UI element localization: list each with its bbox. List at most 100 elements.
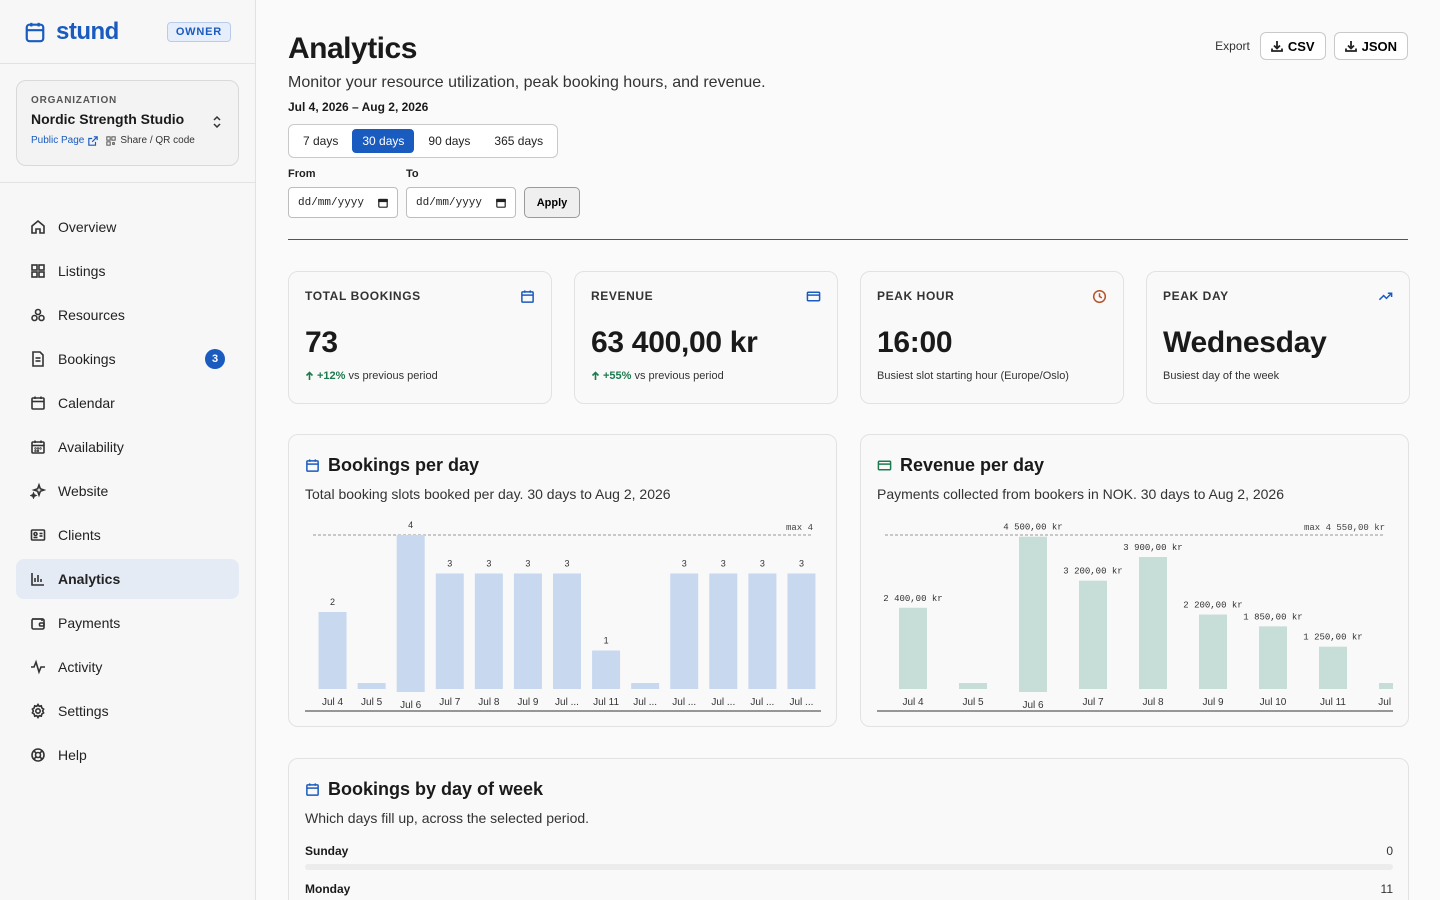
x-tick-label: Jul 1... [1378,697,1393,708]
brand-name[interactable]: stund [56,17,119,45]
external-link-icon [88,135,99,146]
dow-row-sunday: Sunday 0 [305,844,1393,870]
sidebar-item-website[interactable]: Website [16,471,239,511]
x-tick-label: Jul 11 [593,697,619,708]
calendar-icon [31,396,45,410]
range-selector: 7 days 30 days 90 days 365 days [288,124,559,158]
sidebar-item-label: Resources [58,307,125,323]
org-switcher[interactable]: ORGANIZATION Nordic Strength Studio Publ… [16,80,239,166]
bar-value-label: 1 850,00 kr [1243,612,1302,622]
range-90-days[interactable]: 90 days [428,134,471,148]
document-icon [32,351,44,367]
export-csv-button[interactable]: CSV [1259,32,1326,60]
sidebar-item-clients[interactable]: Clients [16,515,239,555]
apply-button[interactable]: Apply [524,187,580,218]
from-date-input[interactable]: dd/mm/yyyy [288,187,398,218]
x-tick-label: Jul 4 [322,697,344,708]
sidebar-item-settings[interactable]: Settings [16,691,239,731]
dow-bar-track [305,864,1393,870]
sidebar-item-label: Payments [58,615,121,631]
sidebar-item-label: Clients [58,527,101,543]
bar [357,683,386,689]
bar [748,573,777,689]
resources-icon [31,308,45,322]
sparkle-icon [30,483,46,499]
bar [670,573,699,689]
revenue-per-day-card: Revenue per day Payments collected from … [860,434,1409,727]
x-tick-label: Jul 11 [1320,697,1346,708]
date-range: Jul 4, 2026 – Aug 2, 2026 [288,100,429,114]
bar [318,612,347,689]
x-tick-label: Jul 6 [400,700,422,711]
bookings-by-dow-card: Bookings by day of week Which days fill … [288,758,1409,900]
stat-value: 63 400,00 kr [591,326,758,359]
x-tick-label: Jul 7 [1082,697,1104,708]
sidebar-item-label: Website [58,483,109,499]
bar-value-label: 4 500,00 kr [1003,523,1062,533]
sidebar-item-label: Availability [58,439,124,455]
x-tick-label: Jul 9 [517,697,539,708]
sidebar-item-activity[interactable]: Activity [16,647,239,687]
chevron-up-down-icon [213,115,221,129]
sidebar-item-listings[interactable]: Listings [16,251,239,291]
bar-value-label: 3 [721,559,726,569]
x-tick-label: Jul 4 [902,697,924,708]
x-tick-label: Jul 5 [962,697,984,708]
range-7-days[interactable]: 7 days [303,134,339,148]
stat-foot: Busiest day of the week [1163,370,1280,382]
calendar-icon [306,783,319,796]
sidebar-nav: Overview Listings Resources Bookings 3 C… [0,183,255,803]
bar-value-label: 1 250,00 kr [1303,633,1362,643]
credit-card-icon [806,291,821,302]
x-tick-label: Jul ... [711,697,735,708]
calendar-picker-icon[interactable] [378,198,388,208]
sidebar-item-bookings[interactable]: Bookings 3 [16,339,239,379]
stat-delta-text: vs previous period [348,370,438,382]
bar [899,607,927,689]
x-tick-label: Jul 5 [361,697,383,708]
export-json-button[interactable]: JSON [1333,32,1408,60]
stat-label: REVENUE [591,289,654,303]
id-card-icon [30,529,46,541]
sidebar-item-payments[interactable]: Payments [16,603,239,643]
bar-value-label: 2 400,00 kr [883,594,942,604]
export-controls: Export CSV JSON [1215,32,1408,60]
brand: stund OWNER [0,0,255,64]
role-badge: OWNER [166,21,231,42]
sidebar: stund OWNER ORGANIZATION Nordic Strength… [0,0,256,900]
bar-value-label: 3 [564,559,569,569]
sidebar-item-resources[interactable]: Resources [16,295,239,335]
bar [435,573,464,689]
calendar-picker-icon[interactable] [496,198,506,208]
share-qr-link[interactable]: Share / QR code [106,135,195,146]
calendar-icon [521,290,534,303]
x-tick-label: Jul ... [750,697,774,708]
public-page-link[interactable]: Public Page [31,135,99,146]
to-label: To [406,168,419,180]
sidebar-item-calendar[interactable]: Calendar [16,383,239,423]
range-30-days[interactable]: 30 days [352,129,415,153]
bar-value-label: 4 [408,520,413,530]
stat-value: 16:00 [877,326,953,359]
sidebar-item-availability[interactable]: Availability [16,427,239,467]
dow-row-monday: Monday 11 [305,882,1393,900]
bar-value-label: 3 200,00 kr [1063,567,1122,577]
sidebar-item-overview[interactable]: Overview [16,207,239,247]
bar [1079,580,1107,689]
export-csv-label: CSV [1287,38,1315,54]
bar [396,535,425,692]
stat-label: TOTAL BOOKINGS [305,289,421,303]
credit-card-icon [877,460,892,471]
sidebar-item-help[interactable]: Help [16,735,239,775]
download-icon [1344,41,1357,52]
bookings-per-day-card: Bookings per day Total booking slots boo… [288,434,837,727]
bar [553,573,581,689]
to-date-input[interactable]: dd/mm/yyyy [406,187,516,218]
sidebar-item-analytics[interactable]: Analytics [16,559,239,599]
range-365-days[interactable]: 365 days [494,134,544,148]
card-title: Bookings per day [328,455,480,475]
stat-peak-day: PEAK DAY Wednesday Busiest day of the we… [1146,271,1410,404]
sidebar-item-label: Analytics [58,571,121,587]
wallet-icon [31,618,45,630]
stat-foot: Busiest slot starting hour (Europe/Oslo) [877,370,1069,382]
